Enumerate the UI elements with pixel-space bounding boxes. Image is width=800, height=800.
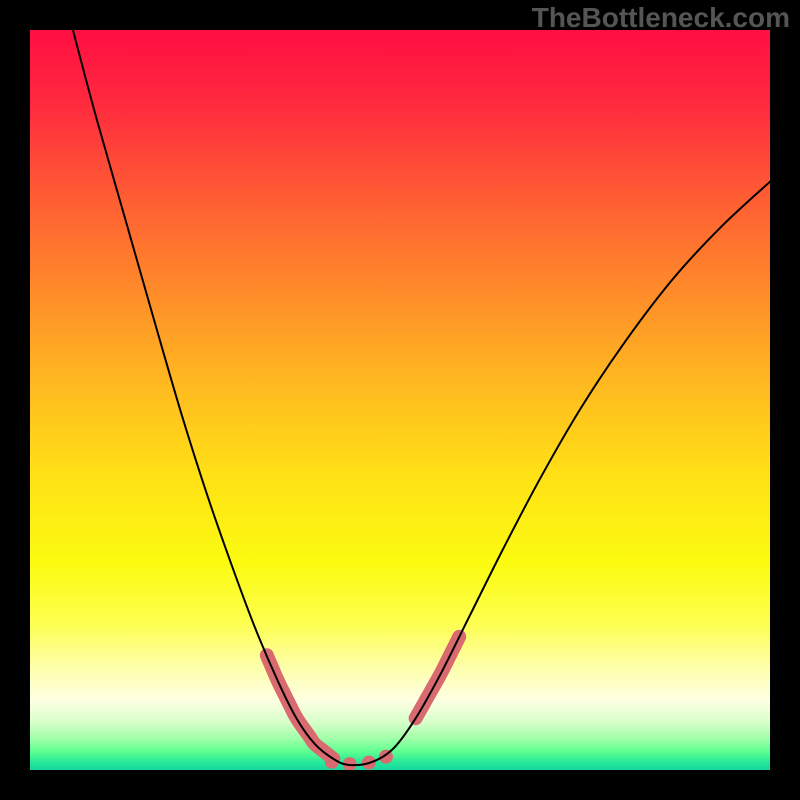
watermark-text: TheBottleneck.com — [532, 2, 790, 34]
gradient-background — [30, 30, 770, 770]
plot-svg — [30, 30, 770, 770]
plot-frame — [30, 30, 770, 770]
